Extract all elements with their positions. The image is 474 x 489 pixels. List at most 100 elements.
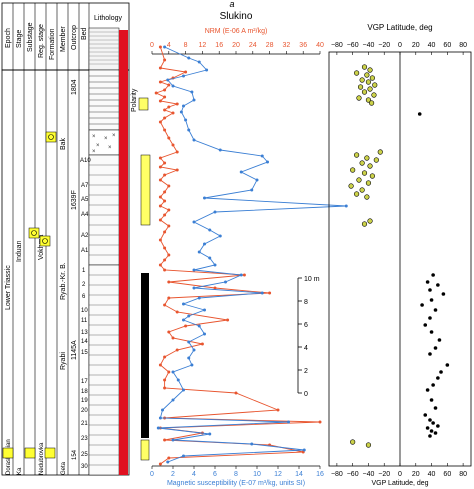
vgp-reversed-point (361, 64, 368, 70)
scale-tick: 0 (304, 391, 308, 398)
susceptibility-point (166, 460, 170, 464)
nrm-point (167, 296, 171, 300)
vgp-normal-point (423, 413, 428, 417)
vgp-normal-point (433, 346, 438, 350)
nrm-point (163, 268, 167, 272)
nrm-point (167, 136, 171, 140)
vgp-reversed-point (365, 180, 372, 186)
figure-label: a (229, 0, 234, 9)
vgp-top-tick-label: −40 (363, 42, 375, 49)
vgp-reversed-point (369, 75, 375, 81)
susceptibility-point (187, 314, 191, 318)
bed-label: 25 (81, 452, 88, 458)
epoch-label: Lower Triassic (5, 265, 12, 310)
vgp-normal-point (431, 273, 435, 277)
vgp-bottom-label: VGP Latitude, deg (371, 480, 428, 487)
vgp-bottom-tick-label: −80 (331, 471, 343, 478)
vgp-normal-point (423, 323, 428, 327)
susceptibility-point (182, 318, 185, 322)
susceptibility-point (302, 448, 306, 452)
susceptibility-point (255, 178, 259, 182)
susceptibility-point (208, 228, 212, 232)
nrm-point (171, 143, 175, 147)
susceptibility-point (197, 250, 201, 254)
vgp-top-tick-label: 80 (459, 42, 467, 49)
strat-column: Epoch Stage Substage Reg. stage Formatio… (1, 2, 151, 476)
susceptibility-tick-label: 10 (253, 471, 261, 478)
nrm-point (167, 370, 171, 374)
svg-text:×: × (112, 133, 116, 139)
susceptibility-point (171, 438, 175, 442)
nrm-point (167, 105, 171, 109)
nrm-point (175, 310, 179, 314)
member-bak: Bak (60, 137, 67, 150)
bed-label: 19 (81, 398, 88, 404)
bed-label: 6 (82, 294, 86, 300)
vgp-reversed-point (361, 170, 368, 176)
susceptibility-point (171, 370, 175, 374)
susceptibility-point (250, 442, 254, 446)
nrm-point (163, 213, 167, 217)
vgp-normal-point (436, 376, 440, 380)
header-reg-stage: Reg. stage (38, 24, 45, 58)
susceptibility-point (190, 90, 194, 94)
nrm-point (163, 355, 167, 359)
nrm-point (158, 80, 162, 84)
susceptibility-point (158, 416, 162, 420)
vgp-reversed-point (369, 100, 375, 106)
vgp-reversed-point (367, 218, 373, 224)
vgp-normal-point (433, 308, 438, 312)
bed-label: 21 (81, 421, 88, 427)
vgp-normal-point (425, 426, 430, 430)
nrm-point (200, 342, 204, 346)
susceptibility-point (156, 426, 160, 430)
nrm-point (167, 208, 171, 212)
vgp-reversed-point (367, 163, 373, 169)
bottom-reg: Nedubrovka (39, 442, 45, 475)
susceptibility-point (250, 188, 254, 192)
susceptibility-point (161, 408, 164, 412)
nrm-point (171, 111, 175, 115)
vgp-normal-point (429, 298, 434, 302)
nrm-tick-label: 36 (299, 42, 307, 49)
susceptibility-point (218, 234, 222, 238)
susceptibility-point (171, 398, 175, 402)
susceptibility-point (239, 273, 243, 277)
susceptibility-point (182, 104, 185, 108)
bed-label: 17 (81, 379, 88, 385)
vgp-bottom-tick-label: −20 (378, 471, 390, 478)
header-epoch: Epoch (5, 28, 12, 48)
susceptibility-tick-label: 0 (150, 471, 154, 478)
nrm-point (158, 263, 162, 267)
susceptibility-point (208, 432, 212, 436)
nrm-point (167, 83, 171, 87)
susceptibility-tick-label: 12 (274, 471, 282, 478)
nrm-point (167, 184, 171, 188)
nrm-point (163, 438, 167, 442)
bed-label: A10 (80, 158, 91, 164)
vgp-reversed-point (372, 82, 378, 88)
nrm-point (158, 195, 162, 199)
susceptibility-point (182, 388, 185, 392)
nrm-tick-label: 32 (283, 42, 291, 49)
vgp-normal-point (425, 388, 430, 392)
vgp-reversed-point (361, 221, 368, 227)
svg-text:×: × (92, 134, 96, 140)
header-substage: Substage (27, 22, 34, 52)
susceptibility-point (182, 74, 185, 78)
bed-label: 18 (81, 389, 88, 395)
susceptibility-point (182, 454, 185, 458)
nrm-point (163, 161, 167, 165)
susceptibility-point (287, 420, 290, 424)
vgp-bottom-tick-label: −60 (347, 471, 359, 478)
susceptibility-point (192, 268, 196, 272)
nrm-point (234, 391, 238, 395)
susceptibility-point (190, 363, 194, 367)
vgp-normal-point (436, 283, 440, 287)
vgp-reversed-point (354, 70, 360, 76)
bed-label: 10 (81, 308, 88, 314)
nrm-point (163, 108, 167, 112)
vgp-reversed-point (356, 177, 362, 183)
susceptibility-point (218, 148, 222, 152)
